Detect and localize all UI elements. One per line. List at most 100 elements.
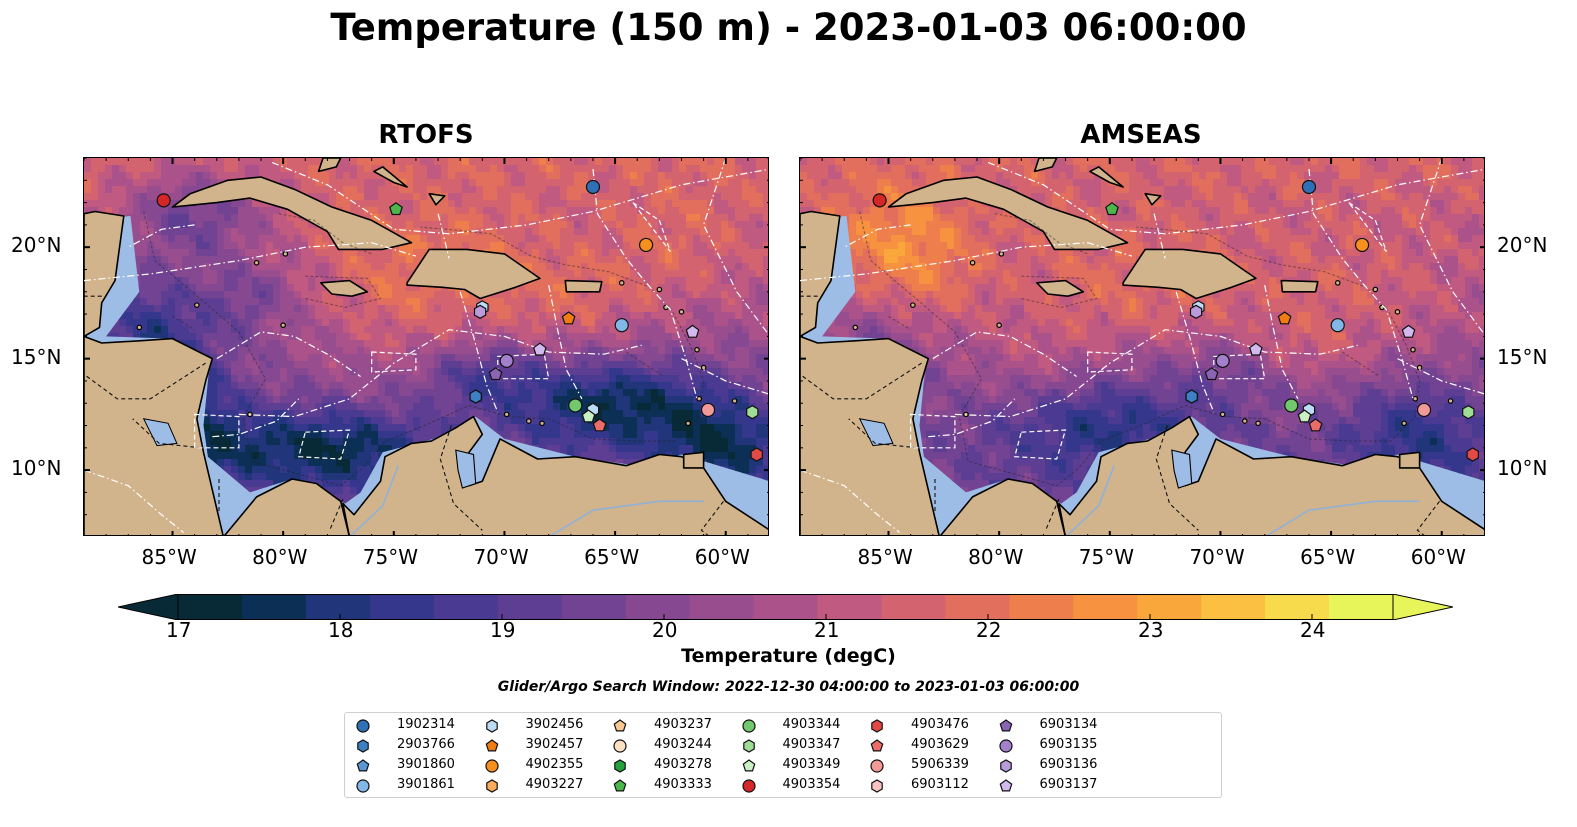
legend-label: 4903354 [782,777,841,792]
observation-6903134 [1204,367,1219,381]
colorbar-extend-low [117,593,179,621]
legend-label: 4903333 [654,777,712,792]
land-jamaica [320,279,369,297]
legend-item: 6903136 [996,757,1116,775]
observation-2903766 [469,389,482,404]
y-tick-label: 20°N [1497,233,1548,258]
x-tick-label: 75°W [362,545,419,569]
land-trinidad [682,451,705,469]
legend-label: 6903134 [1039,717,1098,732]
x-tick-label: 85°W [141,545,197,569]
legend-marker [999,719,1012,732]
legend-item: 4903333 [610,777,730,795]
x-tick-label: 70°W [473,545,529,569]
colorbar-segment [625,594,691,620]
land-hispaniola [1122,248,1257,300]
observation-4903344 [1284,398,1299,413]
legend-marker [485,719,498,733]
observation-4903333 [389,202,403,216]
legend-item: 4903278 [610,757,730,775]
x-tick-label: 65°W [1300,545,1356,569]
colorbar-segment [689,594,755,620]
legend-label: 4903278 [654,757,712,772]
legend-marker [870,739,884,752]
legend-label: 4903347 [782,737,841,752]
land [800,158,1484,535]
legend-marker [356,759,370,772]
colorbar-segment [1329,594,1394,620]
figure-title: Temperature (150 m) - 2023-01-03 06:00:0… [330,6,1247,49]
observation-2903766 [1185,389,1198,404]
colorbar-segment [1201,594,1266,620]
legend-marker [870,759,884,773]
legend-item: 6903134 [996,717,1116,735]
colorbar-segment [305,594,371,620]
observation-6903137 [1248,342,1263,356]
legend-marker [485,779,498,793]
land-bahamas3 [1144,192,1162,206]
observation-3901861 [1330,318,1345,333]
colorbar-segment [945,594,1010,620]
observation-6903135 [1215,353,1230,368]
colorbar-tick-label: 22 [976,618,1002,642]
observation-4903349 [581,409,596,423]
observation-6903136 [1189,304,1203,319]
legend-item: 4903347 [739,737,859,755]
legend-marker [357,739,369,753]
x-tick-label: 70°W [1189,545,1245,569]
colorbar-segment [241,594,307,620]
observation-1902314 [1301,179,1317,195]
colorbar-segment [881,594,946,620]
colorbar-segment [178,594,243,620]
legend-marker [999,779,1012,792]
observation-4903354 [872,193,887,208]
legend-marker [742,739,755,753]
x-tick-label: 65°W [584,545,640,569]
x-tick-label: 80°W [252,545,308,569]
land-hispaniola [406,248,541,300]
legend-marker [871,719,883,733]
panel-title-rtofs: RTOFS [378,120,474,150]
land-jamaica [1036,279,1085,297]
observation-4903347 [746,405,759,420]
colorbar-svg [117,593,1454,621]
legend-item: 4903244 [610,737,730,755]
land-centralAmerica [800,210,1066,535]
legend-item: 6903135 [996,737,1116,755]
observation-6903134 [488,367,503,381]
land-centralAmerica [84,210,350,535]
legend-marker [742,759,755,772]
colorbar-tick-label: 24 [1300,618,1326,642]
legend-marker [871,779,883,793]
observation-6903136 [473,304,487,319]
x-tick-label: 60°W [694,545,750,569]
colorbar-tick-label: 21 [814,618,840,642]
legend-item: 4903476 [867,717,987,735]
legend-label: 4903237 [654,717,712,732]
legend-marker [741,719,756,733]
land-bahamas2 [1089,166,1124,188]
legend-item: 1902314 [353,717,473,735]
legend-item: 3901860 [353,757,473,775]
observation-4902355 [638,237,654,253]
y-tick-label: 20°N [11,233,62,258]
colorbar-segment [369,594,435,620]
legend-marker [999,759,1012,773]
legend-item: 3902457 [482,737,602,755]
observation-4903349 [1297,409,1312,423]
colorbar-segment [561,594,627,620]
legend: 1902314 2903766 3901860 3901861 3902456 39024… [344,712,1222,798]
colorbar-tick-label: 17 [166,618,192,642]
legend-marker [614,759,626,773]
legend-marker [741,779,756,793]
legend-marker [613,779,627,792]
observation-3902457 [1277,311,1292,325]
map-rtofs [84,158,768,535]
colorbar-label: Temperature (degC) [681,645,896,667]
legend-marker [485,739,498,752]
land-puertoRico [564,279,603,293]
legend-item: 3901861 [353,777,473,795]
legend-item: 6903137 [996,777,1116,795]
observation-4903629 [1308,418,1323,432]
legend-marker [356,779,370,793]
